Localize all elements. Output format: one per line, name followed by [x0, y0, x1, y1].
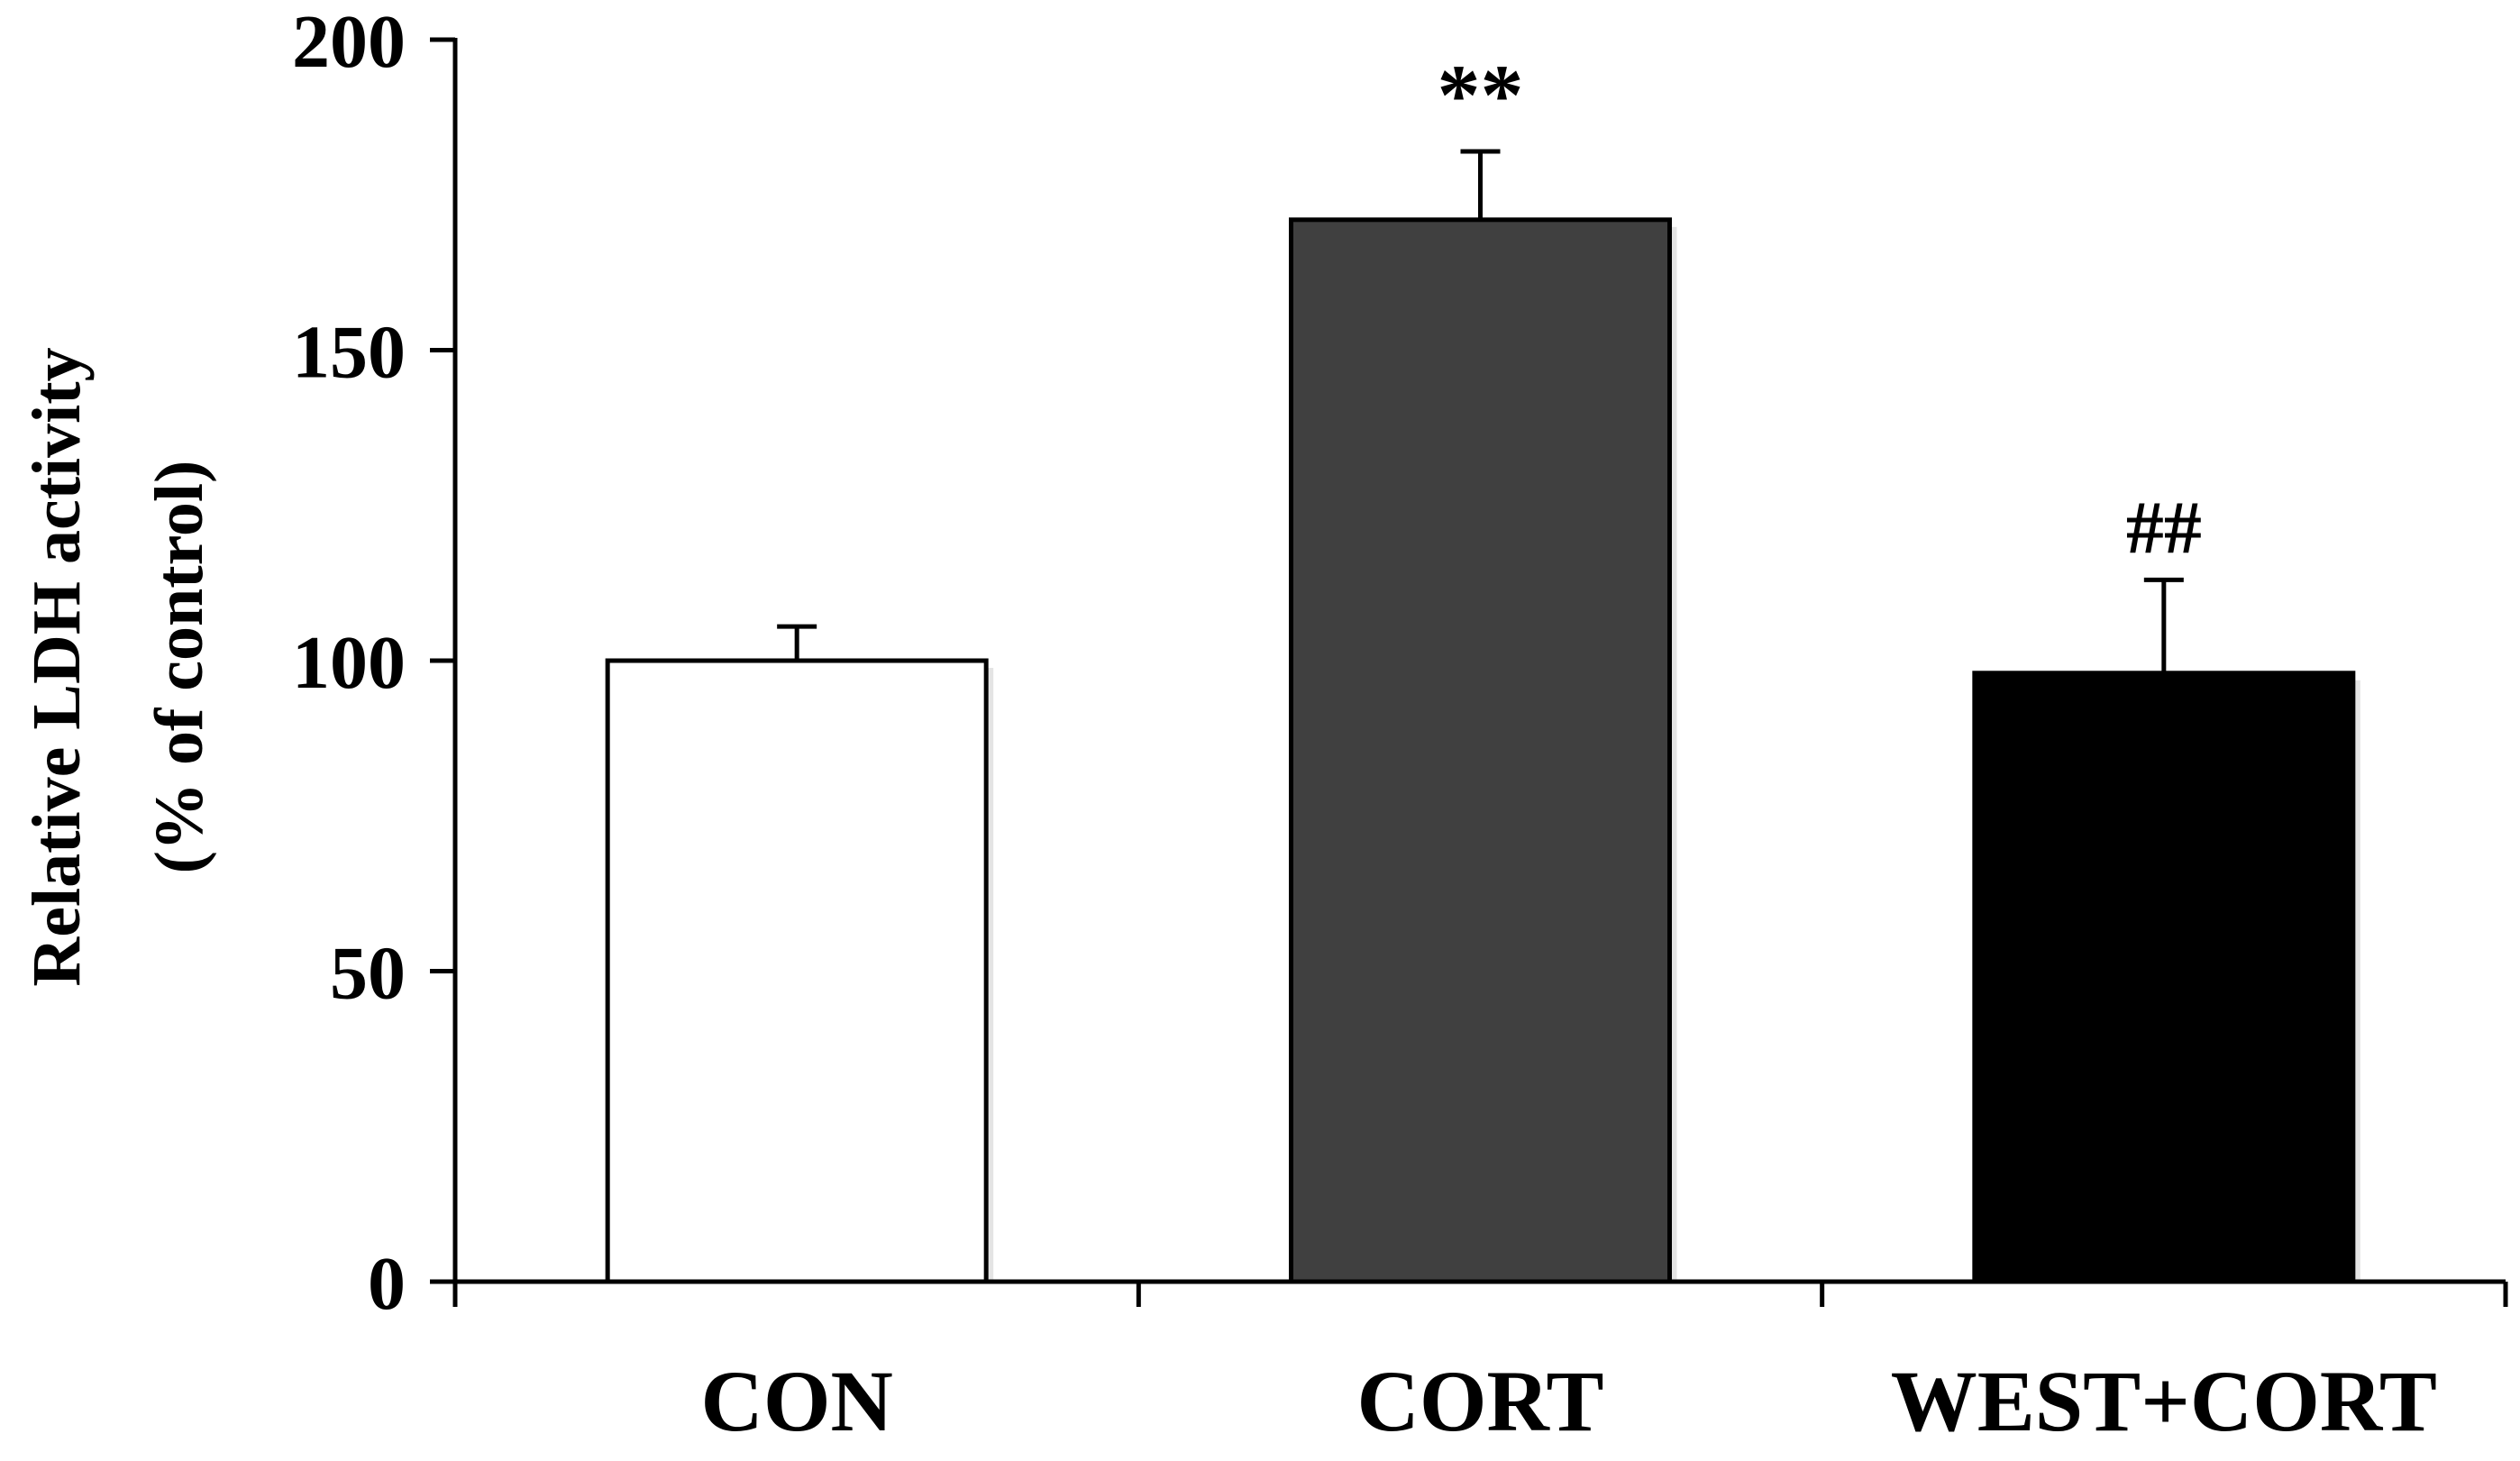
y-axis-label-line-2: (% of control) — [142, 461, 217, 874]
bars-group — [605, 217, 2360, 1284]
error-bars-group — [777, 149, 2184, 673]
y-tick-label-2: 100 — [292, 621, 406, 705]
y-tick-label-0: 0 — [368, 1242, 406, 1326]
bar-west-cort — [1972, 671, 2356, 1284]
annotation-1: ** — [1438, 47, 1524, 143]
labels-group: CON ** CORT ## WEST+CORT 0 50 100 150 200 — [292, 0, 2437, 1449]
axes-group — [430, 37, 2508, 1307]
bar-cort — [1289, 217, 1672, 1284]
y-tick-label-4: 200 — [292, 0, 406, 84]
y-axis-label-line-1: Relative LDH activity — [19, 347, 95, 986]
x-tick-label-0: CON — [701, 1353, 893, 1449]
annotation-2: ## — [2126, 486, 2202, 570]
bar-con — [605, 658, 989, 1284]
x-tick-label-1: CORT — [1357, 1353, 1604, 1449]
x-tick-label-2: WEST+CORT — [1891, 1353, 2437, 1449]
y-tick-label-1: 50 — [330, 932, 406, 1016]
y-axis-label: Relative LDH activity (% of control) — [19, 347, 217, 986]
y-tick-label-3: 150 — [292, 311, 406, 395]
